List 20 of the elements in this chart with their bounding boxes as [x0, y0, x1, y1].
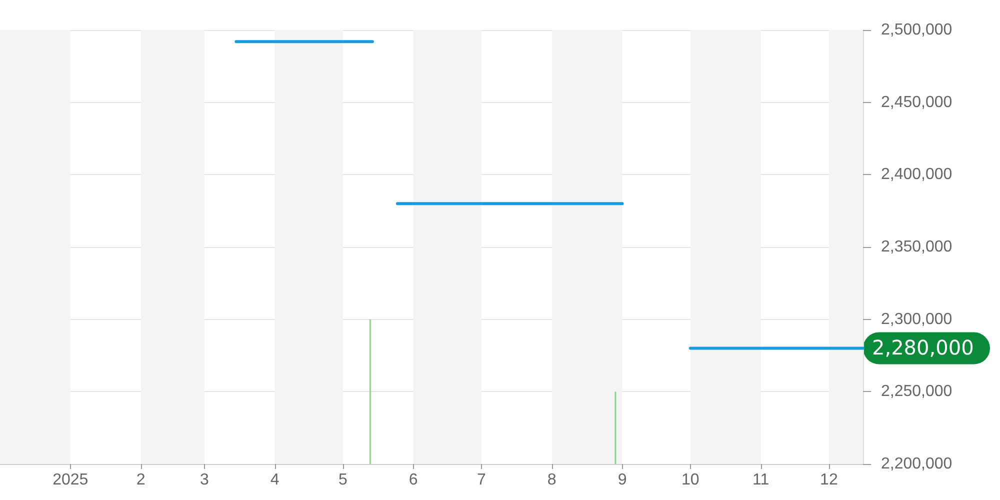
- x-tick-label: 2025: [52, 472, 88, 488]
- x-tick-label: 3: [200, 472, 209, 488]
- annotation: 2,280,000: [872, 335, 974, 360]
- x-tick-label: 6: [408, 472, 418, 488]
- x-tick-label: 8: [547, 472, 556, 488]
- x-tick-label: 12: [820, 472, 838, 488]
- y-tick-label: 2,400,000: [881, 166, 952, 184]
- x-tick-label: 10: [682, 472, 700, 488]
- x-tick-label: 11: [752, 472, 770, 488]
- x-tick-label: 4: [270, 472, 280, 488]
- y-tick-label: 2,300,000: [881, 310, 952, 328]
- x-tick-label: 5: [338, 472, 348, 488]
- x-tick-label: 9: [618, 472, 627, 488]
- y-tick-label: 2,200,000: [881, 456, 952, 472]
- y-tick-label: 2,500,000: [881, 22, 952, 38]
- x-tick-label: 2: [136, 472, 146, 488]
- x-tick-label: 7: [477, 472, 486, 488]
- y-tick-label: 2,350,000: [881, 238, 952, 256]
- y-tick-label: 2,250,000: [881, 383, 952, 400]
- y-tick-label: 2,450,000: [881, 94, 952, 111]
